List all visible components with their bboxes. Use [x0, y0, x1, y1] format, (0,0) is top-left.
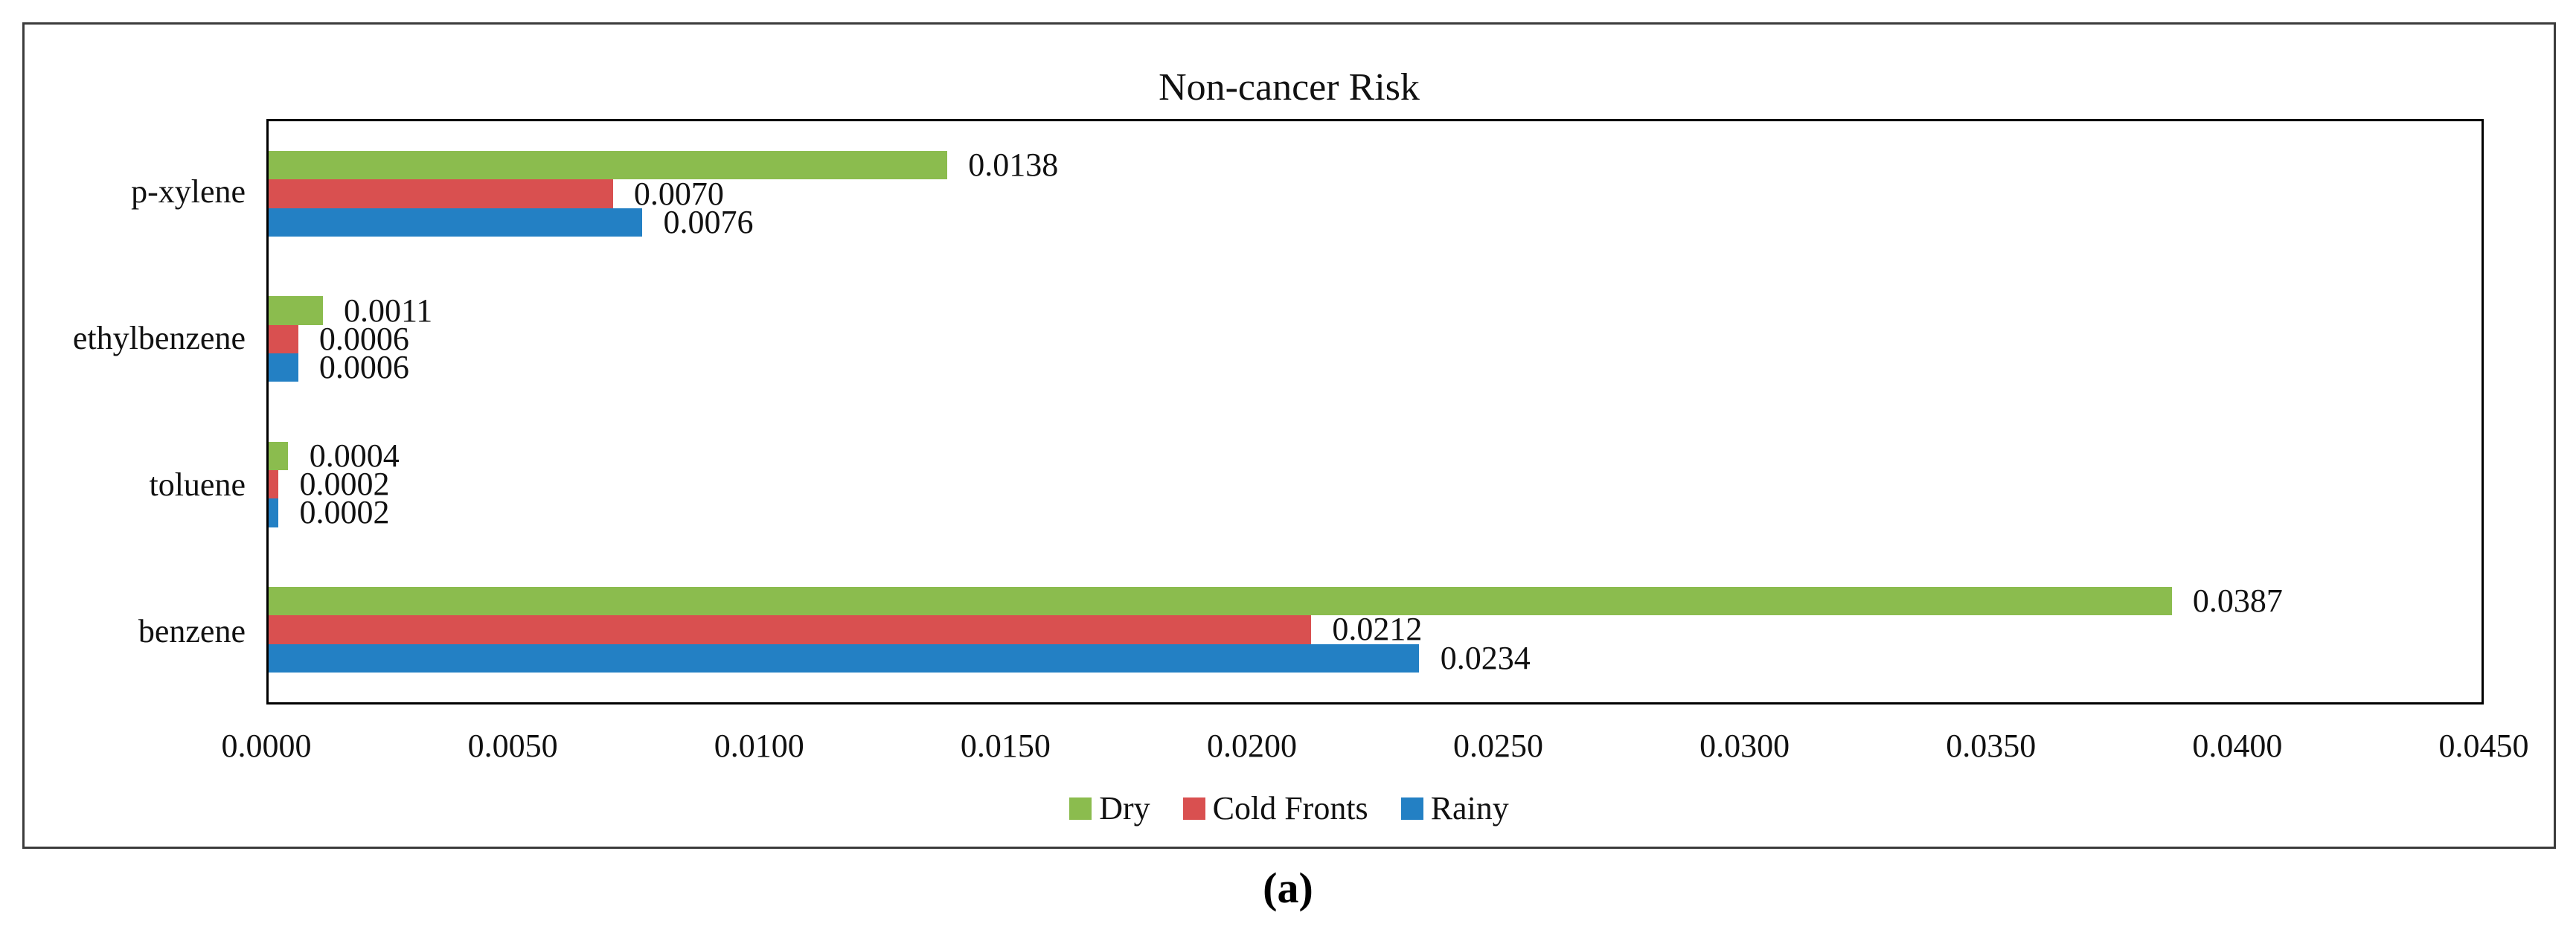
bar-value-label-dry-toluene: 0.0004 — [309, 437, 400, 474]
legend-swatch-icon — [1400, 797, 1423, 820]
x-tick-label-0.0000: 0.0000 — [221, 728, 312, 764]
legend-swatch-icon — [1182, 797, 1205, 820]
bar-dry-ethylbenzene — [269, 296, 323, 325]
bar-value-label-dry-ethylbenzene: 0.0011 — [343, 292, 433, 329]
bar-cold-fronts-toluene — [269, 469, 279, 499]
legend: Dry Cold Fronts Rainy — [25, 788, 2554, 829]
bar-value-label-rainy-p-xylene: 0.0076 — [663, 203, 754, 240]
x-tick-label-0.0400: 0.0400 — [2192, 728, 2283, 764]
bar-rainy-benzene — [269, 644, 1420, 673]
bar-value-label-rainy-ethylbenzene: 0.0006 — [318, 349, 409, 386]
bar-value-label-cold-fronts-ethylbenzene: 0.0006 — [318, 320, 409, 357]
x-tick-label-0.0350: 0.0350 — [1946, 728, 2037, 764]
x-tick-label-0.0250: 0.0250 — [1453, 728, 1544, 764]
y-axis-labels: p-xylene ethylbenzene toluene benzene — [25, 119, 246, 705]
bar-value-label-rainy-toluene: 0.0002 — [299, 494, 390, 531]
legend-swatch-icon — [1069, 797, 1092, 820]
category-label-p-xylene: p-xylene — [131, 173, 246, 211]
legend-label: Rainy — [1430, 790, 1509, 827]
x-tick-label-0.0150: 0.0150 — [960, 728, 1051, 764]
legend-label: Dry — [1099, 790, 1150, 827]
category-label-toluene: toluene — [149, 466, 246, 503]
legend-item-dry: Dry — [1069, 792, 1150, 825]
x-axis-tick-labels: 0.0000 0.0050 0.0100 0.0150 0.0200 0.0250 0.03… — [222, 728, 2529, 766]
bar-dry-p-xylene — [269, 151, 948, 180]
x-tick-label-0.0200: 0.0200 — [1206, 728, 1297, 764]
x-tick-label-0.0050: 0.0050 — [467, 728, 558, 764]
legend-item-cold-fronts: Cold Fronts — [1182, 790, 1368, 827]
bar-value-label-cold-fronts-p-xylene: 0.0070 — [633, 175, 724, 212]
bar-dry-toluene — [269, 441, 289, 470]
bar-value-label-dry-benzene: 0.0387 — [2192, 582, 2283, 620]
chart-title: Non-cancer Risk — [1159, 66, 1420, 109]
category-label-ethylbenzene: ethylbenzene — [72, 320, 246, 357]
bar-value-label-cold-fronts-toluene: 0.0002 — [299, 466, 390, 503]
bar-value-label-cold-fronts-benzene: 0.0212 — [1332, 611, 1423, 648]
bar-value-label-dry-p-xylene: 0.0138 — [968, 147, 1059, 184]
bar-value-label-rainy-benzene: 0.0234 — [1440, 639, 1531, 676]
legend-label: Cold Fronts — [1212, 790, 1368, 827]
bar-cold-fronts-p-xylene — [269, 179, 613, 208]
figure-caption: (a) — [1263, 864, 1313, 912]
chart-figure-box: Non-cancer Risk 0.0138 0.0070 0.0076 0.0011… — [22, 22, 2556, 849]
bar-cold-fronts-benzene — [269, 615, 1312, 644]
bar-rainy-p-xylene — [269, 208, 643, 237]
x-tick-label-0.0300: 0.0300 — [1699, 728, 1790, 764]
x-tick-label-0.0450: 0.0450 — [2438, 728, 2529, 764]
x-tick-label-0.0100: 0.0100 — [714, 728, 804, 764]
category-label-benzene: benzene — [138, 612, 246, 649]
bar-rainy-ethylbenzene — [269, 353, 298, 382]
bar-rainy-toluene — [269, 498, 279, 527]
bar-dry-benzene — [269, 586, 2172, 616]
legend-item-rainy: Rainy — [1400, 790, 1509, 827]
bar-cold-fronts-ethylbenzene — [269, 324, 298, 353]
plot-area: 0.0138 0.0070 0.0076 0.0011 0.0006 0.0006 0.00… — [266, 119, 2484, 705]
